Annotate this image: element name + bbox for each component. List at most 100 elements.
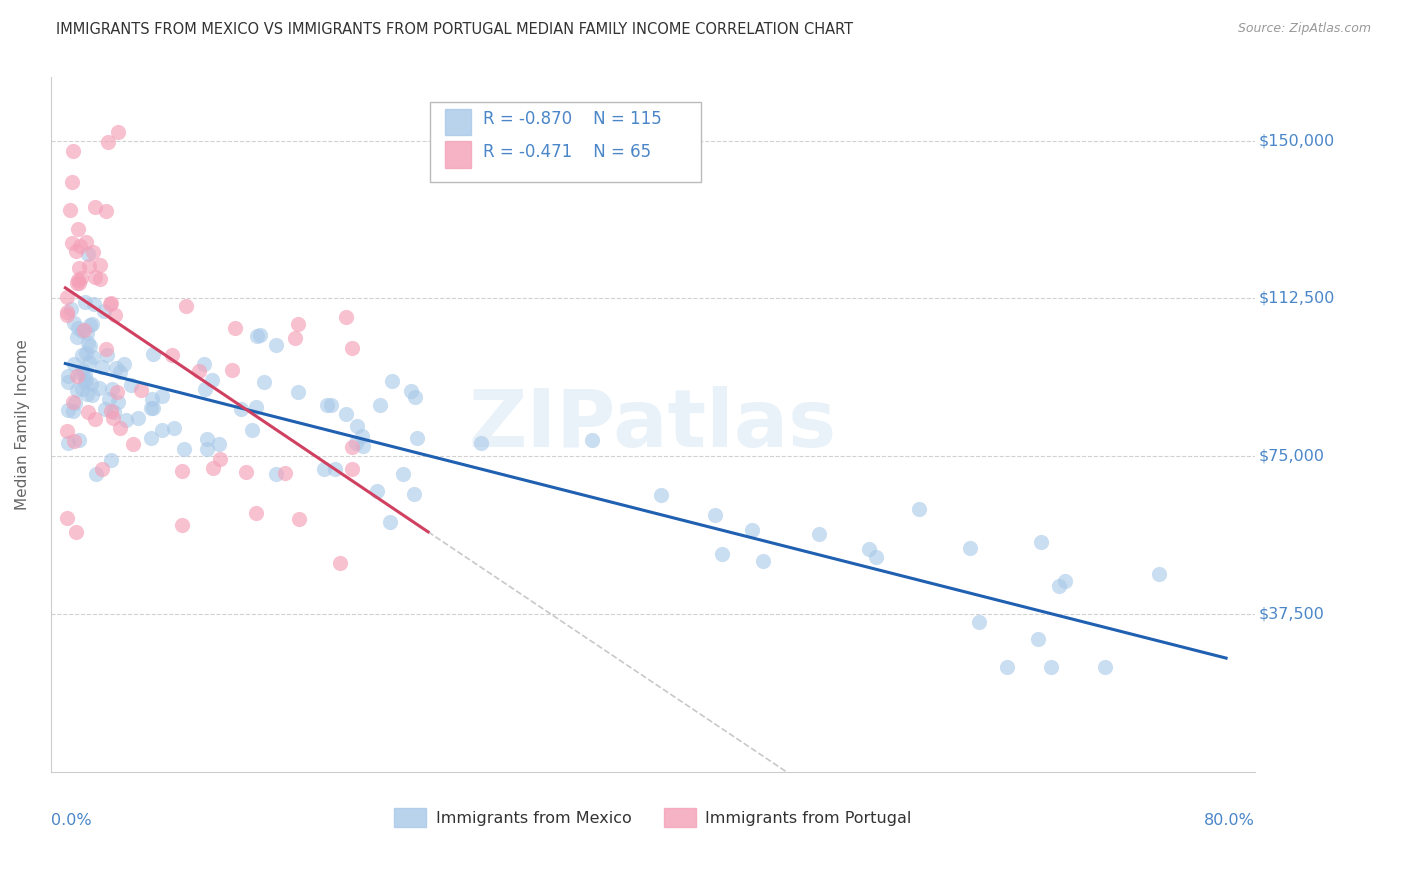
Point [235, 465, 257, 479]
Text: $75,000: $75,000 [1258, 449, 1324, 464]
Point [60, 235, 83, 250]
Point [858, 541, 880, 556]
Point [207, 437, 229, 451]
Point [221, 363, 243, 377]
Point [224, 321, 246, 335]
Text: IMMIGRANTS FROM MEXICO VS IMMIGRANTS FROM PORTUGAL MEDIAN FAMILY INCOME CORRELAT: IMMIGRANTS FROM MEXICO VS IMMIGRANTS FRO… [56, 22, 853, 37]
Point [103, 405, 125, 419]
Point [246, 328, 269, 343]
Point [66, 329, 89, 343]
Point [82, 245, 104, 260]
Point [344, 435, 367, 450]
Point [110, 365, 132, 379]
Point [581, 433, 603, 447]
Point [112, 357, 135, 371]
Point [323, 462, 346, 476]
Point [89, 258, 111, 272]
Point [94, 204, 117, 219]
Point [93, 304, 115, 318]
Point [404, 390, 426, 404]
Point [650, 488, 672, 502]
Point [63, 434, 86, 448]
Point [368, 398, 391, 412]
Point [76, 326, 98, 341]
Point [108, 420, 131, 434]
Point [66, 221, 89, 235]
Point [342, 440, 364, 454]
Point [1094, 659, 1116, 673]
Point [264, 337, 287, 351]
Point [170, 464, 193, 478]
Point [141, 392, 163, 406]
Point [101, 382, 124, 396]
Point [58, 369, 80, 384]
Text: ZIPatlas: ZIPatlas [468, 385, 837, 464]
Point [174, 299, 197, 313]
Point [60, 176, 83, 190]
Point [1149, 566, 1171, 581]
Point [284, 331, 307, 345]
Point [710, 547, 733, 561]
Point [150, 423, 173, 437]
Point [65, 525, 87, 540]
Point [470, 435, 492, 450]
Point [103, 411, 125, 425]
Point [59, 202, 82, 217]
Point [90, 359, 112, 374]
Point [70, 324, 93, 338]
Point [56, 309, 79, 323]
FancyBboxPatch shape [444, 141, 471, 168]
Point [127, 410, 149, 425]
Point [70, 382, 93, 396]
Y-axis label: Median Family Income: Median Family Income [15, 339, 30, 510]
Point [335, 310, 357, 324]
Point [67, 273, 90, 287]
Point [73, 294, 96, 309]
Point [100, 453, 122, 467]
Point [319, 399, 342, 413]
Text: R = -0.471    N = 65: R = -0.471 N = 65 [484, 144, 651, 161]
Point [380, 516, 402, 530]
Point [104, 308, 127, 322]
Point [704, 508, 727, 523]
Point [79, 259, 101, 273]
Text: 80.0%: 80.0% [1205, 814, 1256, 829]
Point [287, 384, 309, 399]
Point [142, 347, 165, 361]
Point [70, 366, 93, 380]
Point [1026, 632, 1049, 646]
Point [83, 411, 105, 425]
Point [314, 462, 336, 476]
Point [58, 436, 80, 450]
Point [84, 467, 107, 481]
Point [65, 244, 87, 259]
Point [274, 467, 297, 481]
Point [114, 413, 136, 427]
Point [69, 276, 91, 290]
Point [287, 318, 309, 332]
Point [105, 385, 128, 400]
Point [1047, 579, 1070, 593]
Point [82, 318, 104, 332]
Point [402, 486, 425, 500]
Point [76, 404, 98, 418]
Point [141, 401, 163, 415]
Point [245, 506, 267, 520]
Point [56, 511, 79, 525]
Point [104, 360, 127, 375]
Point [77, 355, 100, 369]
Point [107, 125, 129, 139]
Point [193, 357, 215, 371]
Point [959, 541, 981, 555]
Point [201, 461, 224, 475]
Point [129, 383, 152, 397]
Point [995, 659, 1018, 673]
Point [209, 451, 232, 466]
Point [342, 461, 364, 475]
Point [201, 373, 224, 387]
Point [67, 260, 90, 275]
Point [98, 297, 121, 311]
Point [381, 374, 404, 388]
Point [163, 420, 186, 434]
Point [83, 297, 105, 311]
